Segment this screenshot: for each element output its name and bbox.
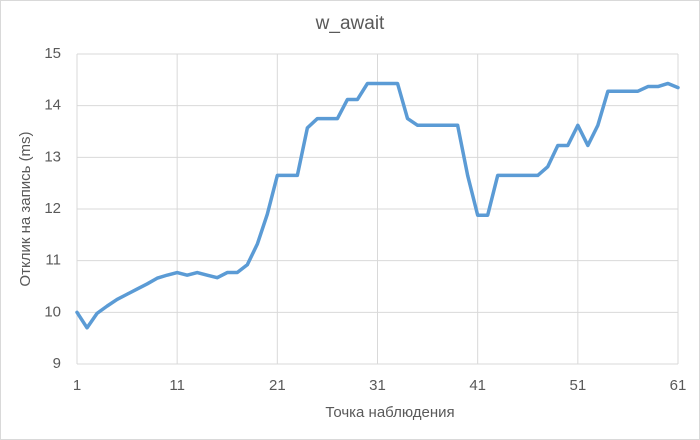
- x-tick-label: 51: [569, 377, 586, 394]
- y-tick-label: 11: [45, 252, 61, 269]
- x-tick-label: 31: [369, 377, 386, 394]
- y-tick-label: 10: [44, 303, 61, 320]
- y-tick-label: 14: [44, 97, 61, 114]
- chart-title: w_await: [315, 13, 385, 34]
- x-tick-label: 11: [169, 377, 185, 394]
- y-tick-label: 9: [53, 355, 61, 372]
- y-tick-label: 13: [44, 148, 61, 165]
- data-line: [75, 81, 680, 330]
- x-tick-label: 61: [670, 377, 687, 394]
- y-axis-label: Отклик на запись (ms): [17, 131, 34, 286]
- x-axis-label: Точка наблюдения: [325, 404, 454, 421]
- y-tick-label: 12: [44, 200, 61, 217]
- y-tick-label: 15: [44, 45, 61, 62]
- x-tick-label: 21: [269, 377, 286, 394]
- x-tick-label: 1: [73, 377, 81, 394]
- x-tick-label: 41: [469, 377, 486, 394]
